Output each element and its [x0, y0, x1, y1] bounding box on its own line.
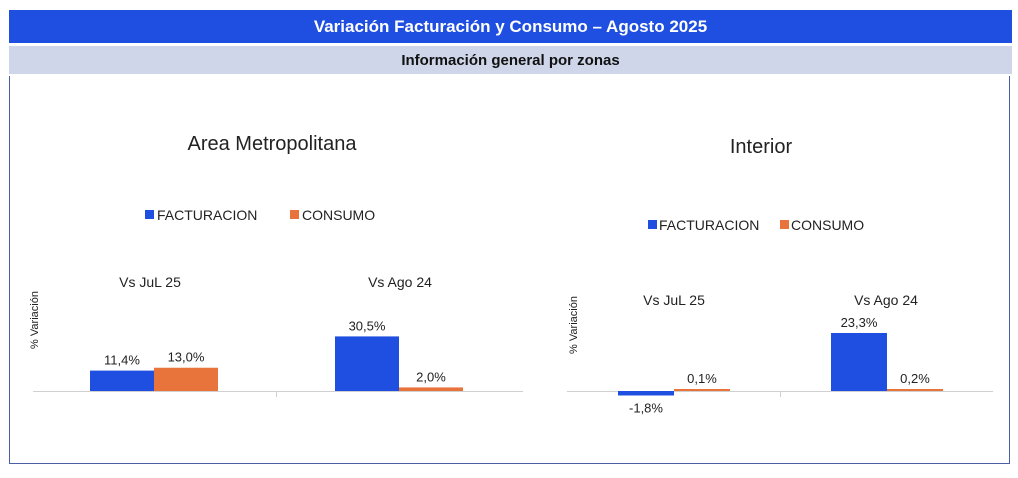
chart-title: Area Metropolitana	[188, 133, 358, 155]
bar-consumo-vs-ago-24	[887, 389, 943, 391]
category-label: Vs JuL 25	[119, 274, 181, 290]
bar-consumo-vs-jul-25	[154, 367, 218, 391]
legend-label-consumo: CONSUMO	[302, 207, 375, 223]
category-label: Vs JuL 25	[643, 292, 705, 308]
charts-frame	[9, 76, 1010, 464]
legend-swatch-consumo	[290, 210, 299, 219]
data-label: 13,0%	[168, 350, 205, 365]
legend-swatch-facturacion	[648, 220, 657, 229]
bar-facturacion-vs-jul-25	[618, 391, 674, 396]
report-title: Variación Facturación y Consumo – Agosto…	[9, 10, 1012, 43]
data-label: 0,2%	[900, 371, 930, 386]
report-subtitle: Información general por zonas	[9, 46, 1012, 74]
legend-swatch-facturacion	[145, 210, 154, 219]
y-axis-label: % Variación	[568, 296, 580, 354]
data-label: -1,8%	[629, 400, 663, 415]
chart-title: Interior	[730, 136, 793, 158]
data-label: 23,3%	[841, 315, 878, 330]
legend-label-consumo: CONSUMO	[791, 217, 864, 233]
data-label: 0,1%	[687, 371, 717, 386]
bar-facturacion-vs-jul-25	[90, 370, 154, 391]
data-label: 30,5%	[349, 318, 386, 333]
legend-label-facturacion: FACTURACION	[157, 207, 257, 223]
data-label: 11,4%	[104, 353, 140, 368]
legend-label-facturacion: FACTURACION	[659, 217, 759, 233]
bar-consumo-vs-jul-25	[674, 389, 730, 391]
chart-interior: Interior FACTURACION CONSUMO Vs JuL 25 V…	[567, 136, 993, 415]
bar-facturacion-vs-ago-24	[831, 332, 887, 391]
chart-area-metropolitana: Area Metropolitana FACTURACION CONSUMO V…	[29, 133, 523, 397]
bar-facturacion-vs-ago-24	[335, 336, 399, 391]
legend-swatch-consumo	[780, 220, 789, 229]
data-label: 2,0%	[416, 369, 446, 384]
category-label: Vs Ago 24	[854, 292, 918, 308]
bar-consumo-vs-ago-24	[399, 387, 463, 391]
category-label: Vs Ago 24	[368, 274, 432, 290]
y-axis-label: % Variación	[29, 291, 41, 349]
